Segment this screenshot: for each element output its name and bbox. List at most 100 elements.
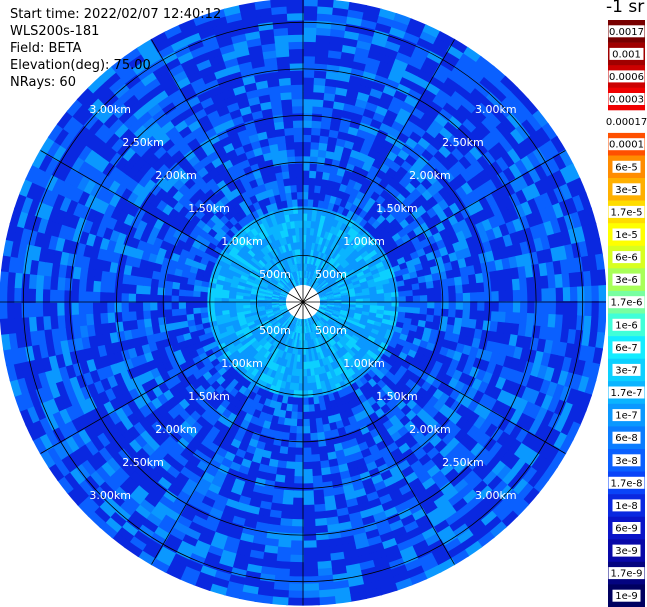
- heatmap-cell: [489, 160, 505, 177]
- heatmap-cell: [346, 218, 356, 228]
- heatmap-cell: [291, 91, 304, 100]
- heatmap-cell: [301, 5, 320, 14]
- heatmap-cell: [559, 183, 574, 203]
- heatmap-cell: [321, 245, 328, 254]
- heatmap-cell: [20, 301, 30, 318]
- heatmap-cell: [330, 115, 343, 125]
- heatmap-cell: [325, 290, 334, 295]
- range-label: 500m: [315, 268, 347, 281]
- heatmap-cell: [192, 301, 201, 309]
- heatmap-cell: [336, 228, 345, 238]
- heatmap-cell: [584, 285, 593, 304]
- heatmap-cell: [345, 254, 354, 263]
- heatmap-cell: [330, 269, 338, 277]
- heatmap-cell: [290, 84, 304, 93]
- heatmap-cell: [70, 289, 79, 303]
- heatmap-cell: [369, 297, 378, 303]
- heatmap-cell: [302, 220, 308, 228]
- heatmap-cell: [548, 287, 557, 303]
- heatmap-cell: [570, 211, 583, 231]
- heatmap-cell: [312, 272, 318, 281]
- heatmap-cell: [27, 301, 37, 318]
- heatmap-cell: [329, 249, 337, 258]
- heatmap-cell: [302, 84, 316, 93]
- heatmap-cell: [318, 277, 325, 285]
- heatmap-cell: [306, 213, 313, 222]
- heatmap-cell: [302, 112, 314, 121]
- heatmap-cell: [455, 84, 473, 101]
- heatmap-cell: [302, 383, 308, 392]
- heatmap-cell: [330, 241, 338, 251]
- heatmap-cell: [442, 50, 462, 67]
- heatmap-cell: [463, 73, 482, 90]
- heatmap-cell: [550, 218, 562, 236]
- heatmap-cell: [321, 113, 334, 123]
- heatmap-cell: [331, 218, 340, 228]
- heatmap-cell: [327, 277, 335, 284]
- heatmap-cell: [320, 178, 330, 188]
- heatmap-cell: [326, 143, 337, 153]
- heatmap-cell: [330, 28, 347, 39]
- heatmap-cell: [315, 170, 325, 180]
- heatmap-cell: [323, 284, 331, 290]
- heatmap-cell: [496, 199, 509, 215]
- heatmap-cell: [512, 218, 524, 234]
- heatmap-cell: [346, 209, 356, 220]
- heatmap-cell: [311, 468, 322, 477]
- heatmap-cell: [326, 293, 335, 298]
- heatmap-cell: [329, 280, 337, 287]
- heatmap-cell: [328, 267, 336, 275]
- heatmap-cell: [432, 69, 450, 85]
- heatmap-cell: [378, 60, 395, 73]
- heatmap-cell: [342, 146, 354, 157]
- heatmap-cell: [423, 56, 442, 72]
- heatmap-cell: [495, 122, 512, 140]
- heatmap-cell: [530, 131, 547, 150]
- heatmap-cell: [416, 37, 436, 52]
- colorbar-tick-label: 1e-5: [615, 230, 638, 241]
- heatmap-cell: [319, 295, 328, 299]
- heatmap-cell: [291, 98, 304, 107]
- heatmap-cell: [353, 283, 362, 289]
- heatmap-cell: [302, 411, 310, 420]
- heatmap-cell: [352, 251, 362, 260]
- heatmap-cell: [336, 278, 345, 285]
- heatmap-cell: [302, 26, 319, 36]
- heatmap-cell: [294, 141, 304, 150]
- heatmap-cell: [343, 102, 357, 114]
- heatmap-cell: [302, 177, 310, 186]
- heatmap-cell: [302, 227, 308, 236]
- heatmap-cell: [328, 278, 336, 286]
- range-label: 500m: [259, 324, 291, 337]
- heatmap-cell: [286, 590, 305, 599]
- heatmap-cell: [536, 222, 549, 240]
- heatmap-cell: [293, 461, 304, 470]
- elevation: Elevation(deg): 75.00: [10, 58, 151, 73]
- heatmap-cell: [409, 271, 419, 280]
- heatmap-cell: [526, 151, 542, 170]
- heatmap-cell: [552, 202, 565, 221]
- heatmap-cell: [496, 101, 514, 120]
- heatmap-cell: [313, 84, 327, 94]
- heatmap-cell: [309, 278, 314, 287]
- heatmap-cell: [439, 57, 458, 73]
- heatmap-cell: [334, 212, 343, 222]
- heatmap-cell: [332, 243, 341, 252]
- heatmap-cell: [301, 12, 320, 21]
- heatmap-cell: [288, 554, 304, 563]
- heatmap-cell: [477, 301, 486, 313]
- heatmap-cell: [317, 288, 325, 294]
- heatmap-cell: [286, 148, 296, 158]
- heatmap-cell: [307, 270, 312, 279]
- heatmap-cell: [283, 120, 295, 129]
- range-label: 1.50km: [376, 202, 418, 215]
- heatmap-cell: [307, 278, 311, 286]
- heatmap-cell: [99, 290, 108, 303]
- heatmap-cell: [135, 301, 144, 312]
- heatmap-cell: [527, 198, 541, 215]
- heatmap-cell: [313, 282, 320, 290]
- heatmap-cell: [304, 277, 307, 286]
- heatmap-cell: [365, 56, 383, 69]
- heatmap-cell: [341, 207, 351, 217]
- heatmap-cell: [345, 282, 354, 289]
